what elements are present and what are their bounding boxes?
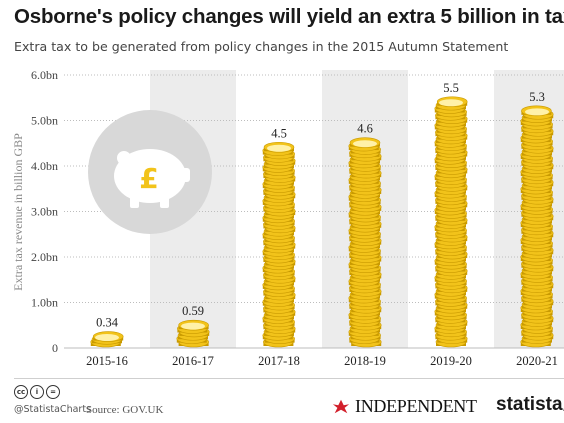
source-note: Source: GOV.UK	[86, 404, 164, 416]
pound-sign: £	[139, 162, 158, 195]
coin-top-face	[439, 99, 463, 107]
y-axis-label: Extra tax revenue in billion GBP	[11, 133, 25, 291]
x-tick-label: 2016-17	[172, 354, 214, 368]
attribution-icon: i	[30, 385, 44, 399]
independent-logo: INDEPENDENT	[332, 396, 477, 417]
y-tick-label: 2.0bn	[31, 250, 58, 264]
bar-coin-stack	[520, 105, 554, 348]
piggy-leg	[160, 196, 169, 208]
piggy-snout	[180, 168, 190, 182]
data-label: 5.3	[529, 90, 545, 104]
piggy-ear	[117, 151, 131, 165]
data-label: 4.6	[357, 122, 373, 136]
independent-eagle-icon	[332, 399, 350, 413]
data-label: 5.5	[443, 81, 459, 95]
bar-coin-stack	[176, 319, 210, 348]
y-tick-label: 0	[52, 341, 58, 355]
y-tick-label: 5.0bn	[31, 114, 58, 128]
coin-top-face	[353, 140, 377, 148]
chart-subtitle: Extra tax to be generated from policy ch…	[14, 39, 509, 54]
x-tick-label: 2020-21	[516, 354, 558, 368]
no-derivatives-icon: =	[46, 385, 60, 399]
statista-handle: @StatistaCharts	[14, 404, 91, 415]
piggy-body	[114, 149, 186, 203]
y-tick-label: 4.0bn	[31, 159, 58, 173]
x-tick-label: 2017-18	[258, 354, 300, 368]
coin-top-face	[525, 108, 549, 116]
creative-commons-icons: cc i =	[14, 385, 60, 401]
data-label: 4.5	[271, 126, 287, 140]
cc-icon: cc	[14, 385, 28, 399]
statista-wordmark: statista	[496, 394, 563, 415]
bar-coin-stack	[262, 141, 296, 348]
bar-chart: 0 1.0bn 2.0bn 3.0bn 4.0bn 5.0bn 6.0bn Extra tax…	[11, 68, 564, 368]
coin-top-face	[267, 144, 291, 152]
coin-top-face	[181, 322, 205, 330]
coin-top-face	[95, 334, 119, 342]
x-tick-label: 2018-19	[344, 354, 386, 368]
statista-logo: statista	[496, 394, 564, 416]
footer-divider	[14, 378, 564, 379]
x-tick-label: 2015-16	[86, 354, 128, 368]
data-label: 0.34	[96, 316, 119, 330]
x-tick-label: 2019-20	[430, 354, 472, 368]
y-tick-label: 1.0bn	[31, 296, 58, 310]
piggy-bank-pound-icon: £	[88, 110, 212, 234]
piggy-leg	[130, 196, 139, 208]
y-tick-label: 6.0bn	[31, 68, 58, 82]
bar-coin-stack	[348, 137, 382, 348]
independent-wordmark: INDEPENDENT	[355, 396, 477, 416]
bar-coin-stack	[90, 331, 124, 348]
data-label: 0.59	[182, 304, 204, 318]
bar-coin-stack	[434, 96, 468, 348]
chart-title: Osborne's policy changes will yield an e…	[14, 5, 564, 28]
y-tick-label: 3.0bn	[31, 205, 58, 219]
